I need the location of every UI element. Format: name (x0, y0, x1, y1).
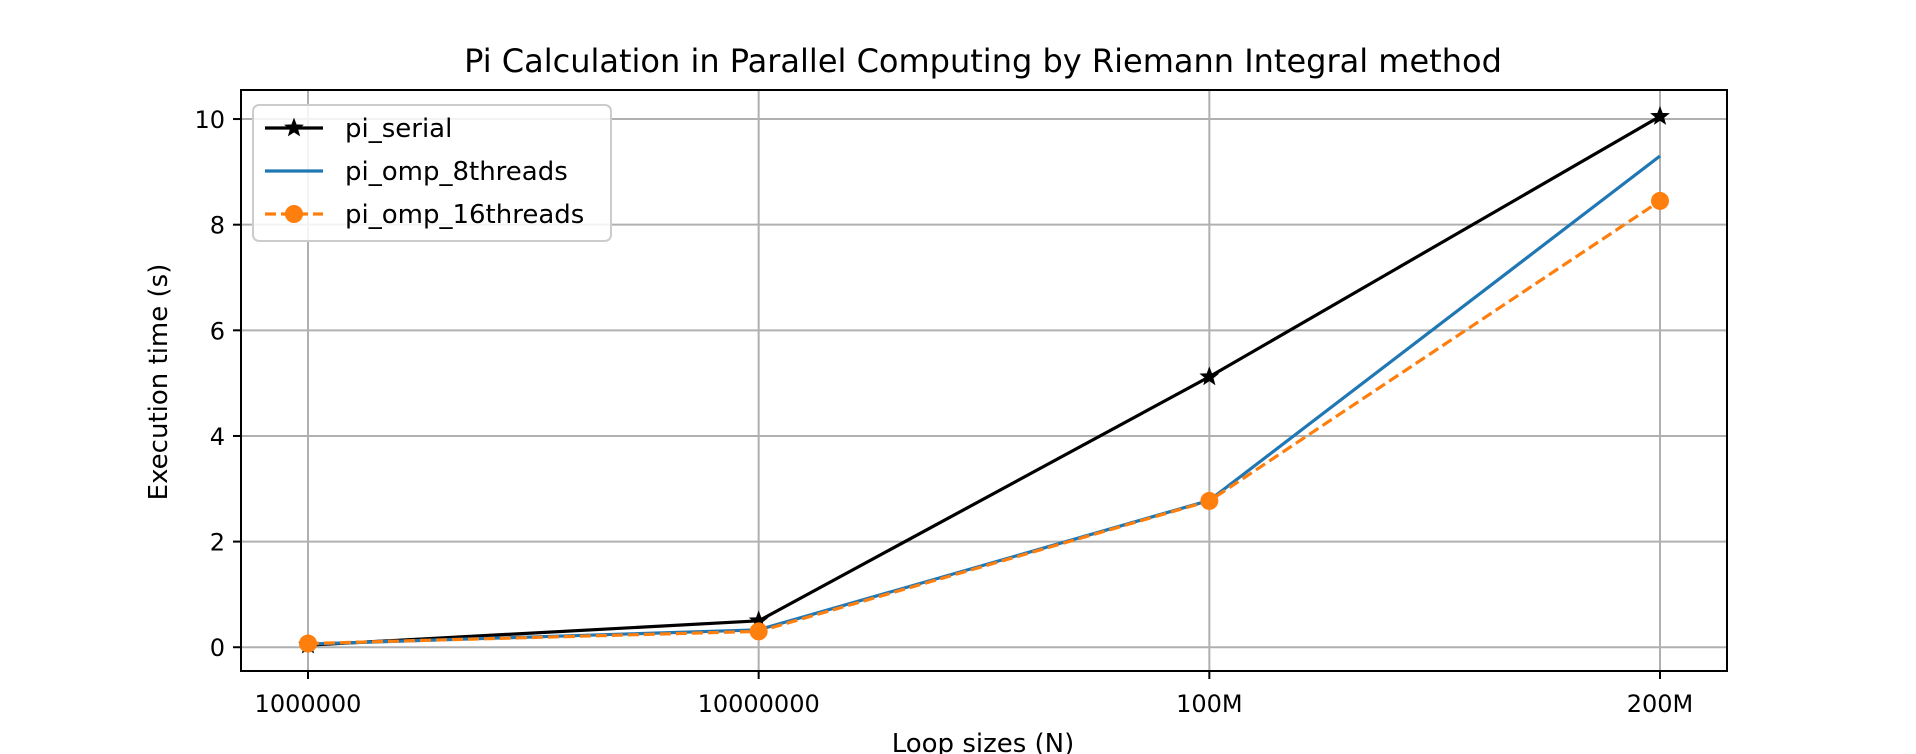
chart-title: Pi Calculation in Parallel Computing by … (464, 42, 1502, 80)
y-tick-label: 6 (210, 317, 225, 345)
legend-marker (285, 205, 303, 223)
y-axis-label: Execution time (s) (144, 264, 174, 501)
series-line-pi_omp_16threads (307, 199, 1661, 646)
legend-label: pi_serial (345, 114, 452, 144)
y-axis-ticks: 0 2 4 6 8 10 (194, 106, 241, 662)
data-point-pi_omp_16threads (299, 634, 317, 653)
data-point-pi_serial (1199, 366, 1220, 386)
legend-item-pi_omp_16threads: pi_omp_16threads (265, 200, 584, 230)
legend: pi_serial pi_omp_8threads pi_omp_16threads (252, 104, 612, 242)
x-axis-ticks: 1000000 10000000 100M 200M (255, 671, 1694, 718)
series-pi_omp_16threads (299, 191, 1669, 653)
grid-lines (241, 90, 1727, 671)
y-tick-label: 0 (210, 634, 225, 662)
x-tick-label: 200M (1627, 690, 1694, 718)
legend-item-pi_serial: pi_serial (265, 114, 452, 144)
x-tick-label: 1000000 (255, 690, 362, 718)
legend-box (252, 104, 612, 242)
legend-label: pi_omp_8threads (345, 157, 568, 187)
y-tick-label: 2 (210, 529, 225, 557)
data-point-pi_omp_16threads (1200, 491, 1219, 510)
y-tick-label: 8 (210, 212, 225, 240)
data-point-pi_serial (1650, 105, 1670, 125)
y-tick-label: 10 (194, 106, 225, 134)
legend-label: pi_omp_16threads (345, 200, 584, 230)
data-point-pi_omp_16threads (1651, 191, 1669, 210)
series-layer (298, 105, 1670, 654)
x-tick-label: 10000000 (698, 690, 820, 718)
x-axis-label: Loop sizes (N) (892, 729, 1075, 754)
y-tick-label: 4 (210, 423, 225, 451)
series-line-pi_serial (307, 115, 1661, 647)
plot-area-frame (240, 89, 1728, 672)
legend-marker (284, 117, 304, 137)
data-point-pi_omp_16threads (749, 622, 768, 641)
legend-item-pi_omp_8threads: pi_omp_8threads (265, 157, 568, 187)
x-tick-label: 100M (1176, 690, 1243, 718)
